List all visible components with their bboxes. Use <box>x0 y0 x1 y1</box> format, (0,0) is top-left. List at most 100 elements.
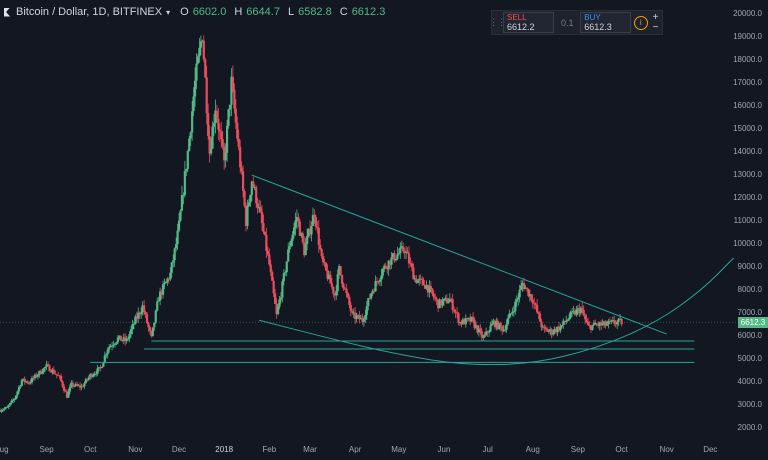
candle-body <box>102 362 105 367</box>
candle-body <box>164 281 168 284</box>
drag-handle-icon[interactable]: ⋮⋮ <box>489 17 506 27</box>
candle-body <box>371 290 374 294</box>
candle-body <box>589 325 593 330</box>
candle-body <box>524 287 527 289</box>
candle-body <box>467 317 470 319</box>
candle-body <box>349 304 352 312</box>
candle-body <box>485 331 488 335</box>
candle-body <box>83 383 86 387</box>
candle-body <box>73 385 76 387</box>
candle-body <box>297 217 300 222</box>
buy-button[interactable]: BUY 6612.3 <box>580 12 632 33</box>
candle-body <box>228 104 232 110</box>
candle-body <box>528 294 531 297</box>
candle-body <box>60 375 63 382</box>
candle-body <box>549 329 552 332</box>
candle-body <box>252 181 255 188</box>
candle-body <box>333 293 336 296</box>
candle-body <box>541 326 545 328</box>
candle-body <box>330 283 333 287</box>
buy-label: BUY <box>584 13 601 22</box>
x-tick-label: May <box>391 445 407 454</box>
candle-body <box>403 251 406 253</box>
candle-body <box>614 323 617 325</box>
candle-body <box>256 203 259 209</box>
candle-body <box>177 220 181 231</box>
candle-body <box>154 310 157 323</box>
candle-body <box>461 319 464 325</box>
minus-button[interactable]: − <box>652 21 659 33</box>
candle-body <box>592 322 595 326</box>
candle-body <box>540 321 543 328</box>
candle-body <box>451 299 454 310</box>
candle-body <box>618 318 622 320</box>
candle-body <box>51 369 54 373</box>
candle-body <box>470 316 473 322</box>
candle-body <box>19 385 22 388</box>
y-tick-label: 15000.0 <box>733 124 762 133</box>
candle-body <box>339 266 342 275</box>
candle-body <box>616 321 619 325</box>
candle-body <box>423 285 427 289</box>
x-tick-label: Sep <box>570 445 585 454</box>
candle-body <box>135 316 138 319</box>
bitfinex-logo-icon <box>4 7 10 17</box>
candle-body <box>316 226 319 229</box>
candle-body <box>20 380 23 386</box>
candle-body <box>29 382 32 384</box>
candle-body <box>80 386 83 388</box>
candle-body <box>292 227 296 235</box>
sell-button[interactable]: SELL 6612.2 <box>503 12 555 33</box>
candle-body <box>311 214 315 226</box>
spread-value: 0.1 <box>560 17 574 28</box>
chevron-down-icon[interactable]: ▾ <box>166 7 171 17</box>
candle-body <box>407 253 411 264</box>
candle-body <box>265 234 268 251</box>
candle-body <box>517 297 520 300</box>
symbol-title[interactable]: Bitcoin / Dollar, 1D, BITFINEX <box>16 6 163 18</box>
candle-body <box>308 228 312 235</box>
candle-body <box>415 278 418 283</box>
candle-body <box>426 284 430 293</box>
candle-body <box>565 320 568 323</box>
candle-body <box>45 364 48 368</box>
candle-body <box>223 146 226 161</box>
candle-body <box>74 383 77 386</box>
candle-body <box>161 284 165 295</box>
candle-body <box>180 195 184 211</box>
candle-body <box>195 63 198 81</box>
candle-body <box>431 288 434 294</box>
candle-body <box>576 308 579 310</box>
candle-body <box>169 272 172 280</box>
candle-body <box>406 251 409 254</box>
candle-body <box>32 377 35 379</box>
candle-body <box>543 326 546 328</box>
x-tick-label: Aug <box>525 445 540 454</box>
y-tick-label: 2000.0 <box>737 423 762 433</box>
candle-body <box>128 334 131 339</box>
candle-body <box>581 307 584 310</box>
candle-body <box>244 205 248 226</box>
candle-body <box>518 289 521 298</box>
candle-body <box>586 322 590 326</box>
candle-body <box>358 315 361 320</box>
candle-body <box>447 301 450 304</box>
candle-body <box>538 313 542 322</box>
candle-body <box>355 315 358 319</box>
candle-body <box>193 80 197 97</box>
info-button[interactable]: i <box>632 11 649 34</box>
candle-body <box>515 299 518 302</box>
candle-body <box>57 375 60 376</box>
candle-body <box>429 285 432 289</box>
candle-body <box>106 349 109 355</box>
candle-body <box>185 169 188 172</box>
candle-body <box>409 263 412 265</box>
candle-body <box>362 319 366 322</box>
candle-body <box>573 310 577 315</box>
candle-body <box>307 228 310 237</box>
candle-body <box>466 318 469 319</box>
candle-body <box>479 328 482 332</box>
plus-button[interactable]: + <box>652 11 659 23</box>
